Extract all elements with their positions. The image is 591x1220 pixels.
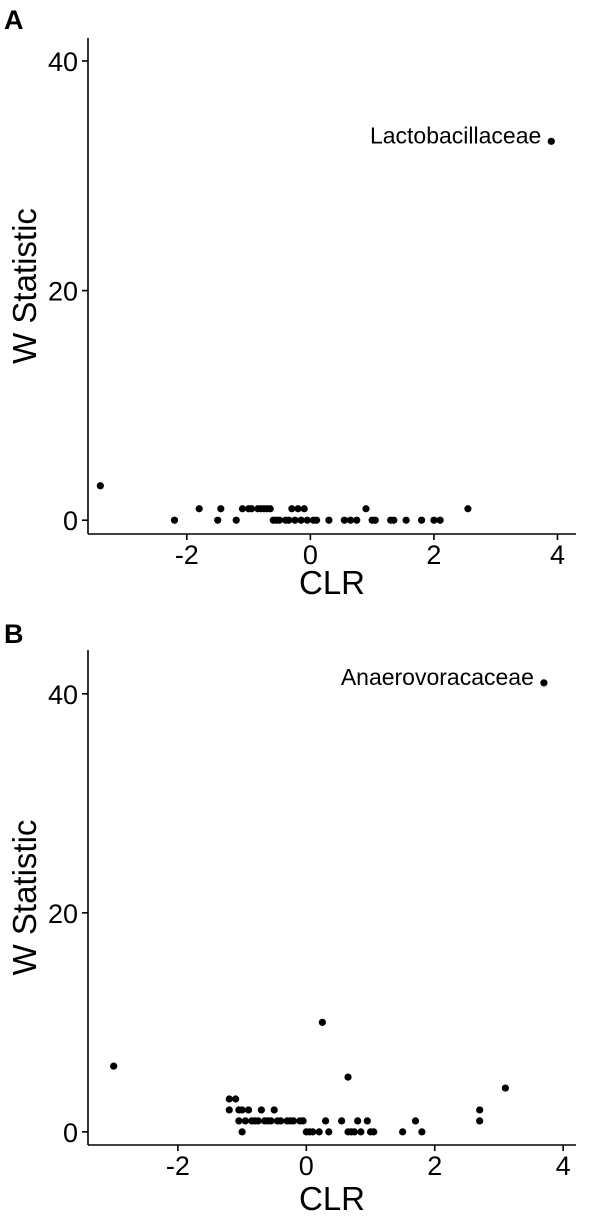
- y-tick-label: 0: [63, 506, 78, 536]
- x-tick-label: -2: [166, 1151, 190, 1181]
- data-point: [232, 516, 240, 524]
- data-point: [257, 1106, 265, 1114]
- x-tick-label: -2: [175, 540, 199, 570]
- point-annotation: Anaerovoracaceae: [341, 664, 534, 690]
- data-point: [418, 1128, 426, 1136]
- data-point: [238, 1106, 246, 1114]
- x-tick-label: 0: [303, 540, 318, 570]
- data-point: [464, 505, 472, 513]
- data-point: [299, 1117, 307, 1125]
- data-point: [277, 1117, 285, 1125]
- data-point: [338, 1117, 346, 1125]
- x-tick-label: 4: [556, 1151, 571, 1181]
- data-point: [476, 1117, 484, 1125]
- data-point: [321, 1117, 330, 1125]
- data-point: [266, 505, 274, 513]
- y-tick-label: 20: [48, 277, 78, 307]
- data-point: [288, 505, 296, 513]
- data-point: [346, 516, 355, 524]
- data-point: [402, 516, 410, 524]
- x-tick-label: 2: [426, 540, 441, 570]
- data-point: [399, 1128, 407, 1136]
- data-point: [294, 505, 302, 513]
- x-axis-title: CLR: [299, 564, 365, 601]
- data-point: [291, 516, 299, 524]
- data-point: [325, 1128, 333, 1136]
- data-point: [297, 516, 305, 524]
- data-point: [540, 679, 548, 687]
- data-point: [232, 1095, 240, 1103]
- data-point: [411, 1117, 420, 1125]
- data-point: [362, 505, 370, 513]
- data-point: [225, 1095, 233, 1103]
- data-point: [96, 482, 104, 490]
- data-point: [270, 1106, 278, 1114]
- data-point: [248, 505, 256, 513]
- data-point: [344, 1073, 352, 1081]
- data-point: [312, 516, 321, 524]
- data-point: [217, 505, 225, 513]
- data-point: [325, 516, 333, 524]
- data-point: [267, 1117, 275, 1125]
- data-point: [315, 1128, 323, 1136]
- data-point: [309, 1128, 317, 1136]
- data-point: [476, 1106, 484, 1114]
- panel-label: B: [4, 619, 24, 649]
- data-point: [390, 516, 398, 524]
- x-tick-label: 2: [427, 1151, 442, 1181]
- x-tick-label: 0: [299, 1151, 314, 1181]
- data-point: [353, 516, 361, 524]
- y-axis-title: W Statistic: [6, 820, 43, 976]
- data-point: [501, 1084, 509, 1092]
- data-point: [225, 1106, 233, 1114]
- data-point: [357, 1128, 365, 1136]
- data-point: [430, 516, 438, 524]
- data-point: [275, 516, 284, 524]
- x-tick-label: 4: [550, 540, 565, 570]
- data-point: [363, 1117, 371, 1125]
- y-tick-label: 40: [48, 680, 78, 710]
- data-point: [235, 1117, 243, 1125]
- y-axis-title: W Statistic: [6, 208, 43, 364]
- data-point: [170, 516, 179, 524]
- data-point: [318, 1018, 326, 1026]
- data-point: [110, 1062, 118, 1070]
- point-annotation: Lactobacillaceae: [370, 122, 541, 148]
- data-point: [340, 516, 348, 524]
- data-point: [303, 516, 311, 524]
- data-point: [371, 516, 379, 524]
- y-tick-label: 20: [48, 899, 78, 929]
- data-point: [370, 1128, 378, 1136]
- data-point: [241, 1117, 249, 1125]
- data-point: [238, 1128, 246, 1136]
- y-tick-label: 0: [63, 1118, 78, 1148]
- data-point: [436, 516, 444, 524]
- data-point: [195, 505, 203, 513]
- data-point: [254, 1117, 262, 1125]
- panel-label: A: [4, 5, 24, 35]
- data-point: [350, 1128, 359, 1136]
- data-point: [244, 1106, 253, 1114]
- data-point: [300, 505, 308, 513]
- data-point: [214, 516, 222, 524]
- x-axis-title: CLR: [299, 1180, 365, 1217]
- data-point: [547, 137, 555, 145]
- y-tick-label: 40: [48, 47, 78, 77]
- data-point: [289, 1117, 298, 1125]
- data-point: [417, 516, 426, 524]
- data-point: [354, 1117, 362, 1125]
- data-point: [285, 516, 293, 524]
- data-point: [238, 505, 247, 513]
